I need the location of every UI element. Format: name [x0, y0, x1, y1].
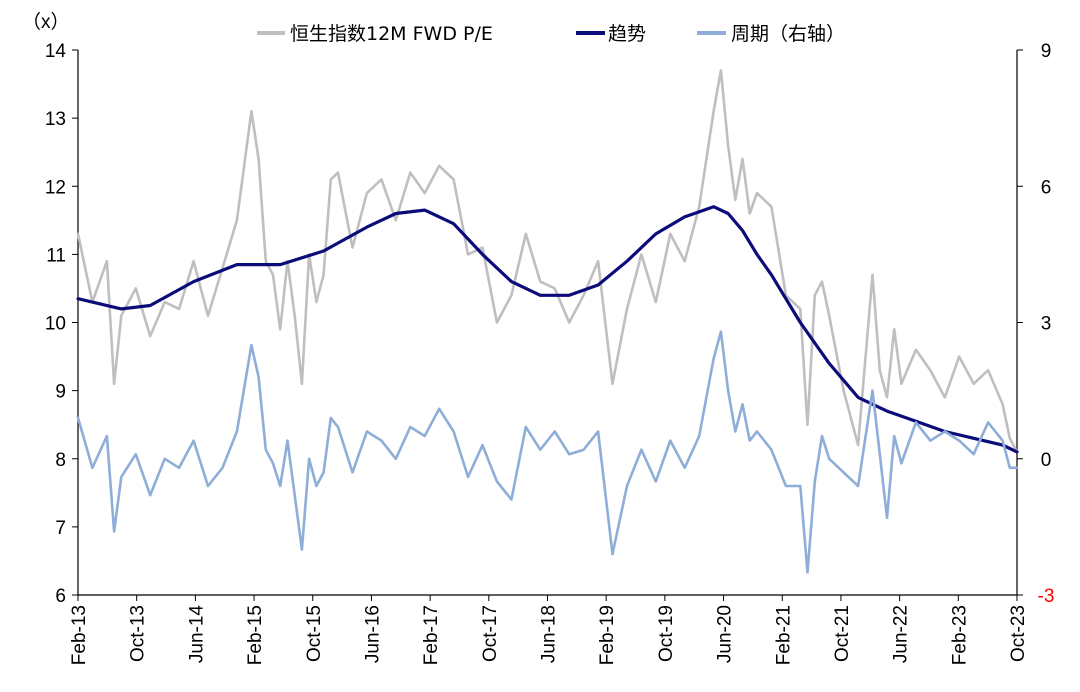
right-tick-label: 6	[1041, 177, 1052, 198]
left-tick-label: 13	[45, 109, 66, 130]
left-axis: 6 7 8 9 10 11 12 13 14	[45, 41, 79, 607]
legend-label-trend: 趋势	[608, 23, 646, 45]
right-tick-label: 3	[1041, 314, 1052, 335]
x-tick-label: Feb-19	[597, 605, 618, 665]
x-axis: Feb-13 Oct-13 Jun-14 Feb-15 Oct-15 Jun-16 Feb-…	[69, 594, 1029, 665]
left-tick-label: 11	[46, 245, 66, 266]
left-tick-label: 8	[55, 450, 66, 471]
x-tick-label: Oct-21	[832, 605, 853, 662]
x-tick-label: Feb-15	[245, 605, 266, 665]
series-trend-line	[76, 205, 1019, 454]
left-axis-unit-label: （x）	[22, 11, 70, 33]
x-tick-label: Feb-23	[949, 605, 970, 665]
right-tick-label: 9	[1041, 41, 1052, 62]
x-tick-label: Feb-21	[773, 605, 794, 665]
x-tick-label: Jun-14	[186, 605, 207, 664]
x-tick-label: Oct-23	[1008, 605, 1029, 662]
left-tick-label: 12	[45, 177, 66, 198]
series-cycle-line	[76, 330, 1019, 574]
right-axis: -3 0 3 6 9	[1016, 41, 1055, 607]
left-tick-label: 9	[55, 382, 66, 403]
left-tick-label: 10	[45, 314, 66, 335]
x-tick-label: Feb-17	[421, 605, 442, 665]
left-tick-label: 14	[45, 41, 67, 62]
x-tick-label: Oct-19	[656, 605, 677, 662]
x-tick-label: Oct-17	[480, 605, 501, 662]
x-tick-label: Jun-22	[891, 605, 912, 663]
left-tick-label: 6	[55, 586, 66, 607]
legend-label-cycle: 周期（右轴）	[731, 23, 845, 45]
plot-area	[76, 69, 1019, 574]
x-tick-label: Oct-13	[128, 605, 149, 662]
legend-label-pe: 恒生指数12M FWD P/E	[290, 23, 493, 45]
left-tick-label: 7	[55, 518, 66, 539]
x-tick-label: Jun-16	[362, 605, 383, 663]
series-pe-line	[76, 69, 1019, 454]
right-tick-label: -3	[1038, 586, 1055, 607]
right-tick-label: 0	[1041, 450, 1052, 471]
x-tick-label: Jun-20	[715, 605, 736, 663]
x-tick-label: Oct-15	[304, 605, 325, 662]
x-tick-label: Feb-13	[69, 605, 90, 665]
x-tick-label: Jun-18	[539, 605, 560, 663]
legend: 恒生指数12M FWD P/E 趋势 周期（右轴）	[257, 23, 845, 45]
